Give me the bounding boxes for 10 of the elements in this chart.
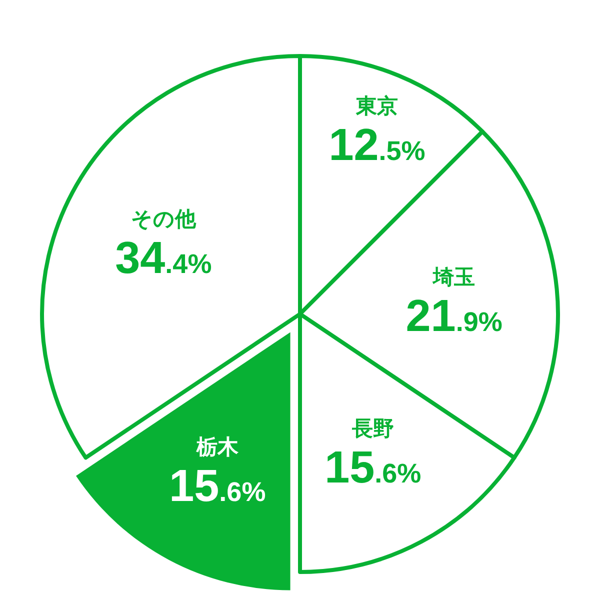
data-label: 12.5% [328, 119, 426, 170]
slice-label: 栃木 [195, 436, 240, 459]
data-label: 15.6% [169, 460, 266, 511]
data-label: 34.4% [115, 232, 212, 284]
slice-label: 長野 [350, 418, 394, 441]
data-label: 15.6% [324, 442, 422, 493]
slice-label: その他 [130, 208, 197, 232]
data-label: 21.9% [406, 290, 502, 341]
slice-label: 埼玉 [432, 266, 476, 289]
slice-label: 東京 [355, 94, 398, 118]
